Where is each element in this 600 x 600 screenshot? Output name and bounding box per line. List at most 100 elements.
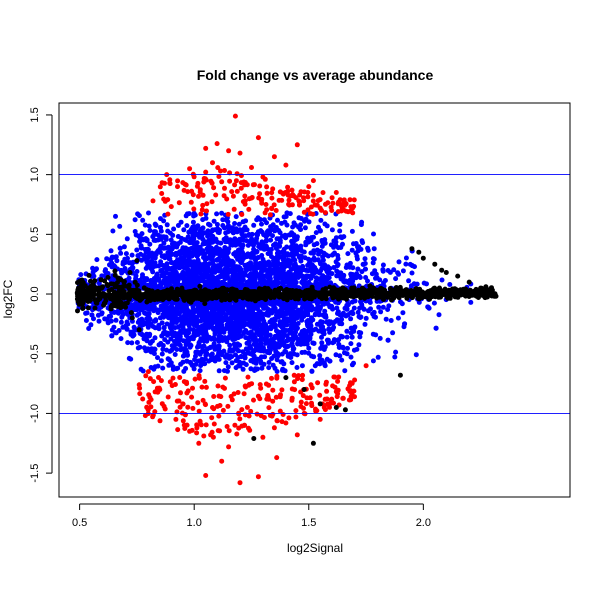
scatter-point-mid	[192, 212, 198, 218]
scatter-point-mid	[226, 246, 232, 252]
scatter-point-mid	[403, 255, 409, 261]
scatter-point-upregulated	[329, 195, 335, 201]
scatter-point-mid	[363, 315, 369, 321]
scatter-point-mid	[169, 266, 175, 272]
scatter-point-mid	[259, 253, 265, 258]
scatter-point-mid	[272, 280, 277, 286]
scatter-point-mid	[277, 319, 283, 325]
scatter-point-mid	[318, 217, 324, 223]
scatter-point-mid	[145, 333, 150, 339]
scatter-point-mid	[187, 279, 192, 285]
scatter-point-downregulated	[267, 413, 273, 418]
scatter-point-upregulated	[312, 202, 318, 208]
scatter-point-downregulated	[236, 425, 242, 431]
scatter-point-mid	[331, 265, 337, 270]
scatter-point-mid	[270, 233, 275, 239]
scatter-point-upregulated	[310, 192, 316, 198]
scatter-point-mid	[175, 223, 181, 228]
scatter-point-upregulated	[308, 204, 314, 210]
scatter-point-mid	[275, 266, 280, 272]
scatter-point-mid	[282, 305, 288, 311]
scatter-point-upregulated	[231, 206, 237, 212]
scatter-point-mid	[385, 337, 391, 343]
scatter-point-mid	[142, 222, 148, 228]
scatter-point-mid	[395, 270, 401, 276]
scatter-point-mid	[212, 346, 218, 352]
scatter-point-mid	[348, 354, 354, 360]
scatter-point-upregulated	[209, 199, 215, 205]
scatter-point-mid	[133, 273, 139, 279]
scatter-point-mid	[200, 236, 206, 242]
scatter-point-mid	[156, 263, 162, 269]
scatter-point-mid	[259, 354, 264, 360]
scatter-point-mid	[131, 306, 137, 311]
scatter-point-mid	[146, 251, 152, 257]
scatter-point-mid	[371, 246, 377, 252]
scatter-point-mid	[195, 358, 201, 364]
scatter-point-mid	[227, 348, 233, 354]
scatter-point-downregulated	[228, 394, 234, 399]
scatter-point-mid	[288, 246, 294, 252]
scatter-point-upregulated	[273, 208, 279, 213]
scatter-point-mid	[240, 270, 246, 276]
scatter-point-mid	[266, 344, 272, 350]
scatter-point-mid	[158, 259, 164, 265]
scatter-point-mid	[348, 325, 354, 331]
scatter-point-mid	[197, 303, 203, 309]
scatter-point-mid	[143, 348, 149, 354]
scatter-point-mid	[224, 257, 230, 263]
scatter-point-mid	[269, 356, 275, 361]
scatter-point-mid	[219, 249, 225, 255]
scatter-point-downregulated	[270, 398, 276, 404]
scatter-point-mid	[207, 345, 213, 351]
scatter-point-mid	[258, 341, 264, 346]
scatter-point-mid	[105, 319, 111, 325]
scatter-point-mid	[255, 311, 261, 317]
scatter-point-mid	[278, 342, 283, 348]
scatter-point-downregulated	[309, 400, 314, 406]
scatter-point-upregulated	[267, 212, 273, 218]
scatter-point-mid	[153, 229, 158, 235]
scatter-point-upregulated	[298, 189, 304, 195]
scatter-point-upregulated	[301, 209, 307, 215]
scatter-point-mid	[323, 314, 329, 320]
scatter-point-mid	[243, 346, 249, 352]
scatter-point-mid	[327, 358, 333, 364]
scatter-point-core	[115, 280, 120, 285]
scatter-point-mid	[273, 349, 279, 354]
scatter-point-mid	[302, 349, 308, 355]
scatter-point-mid	[282, 368, 288, 374]
scatter-point-downregulated	[277, 408, 283, 414]
scatter-point-upregulated	[227, 178, 233, 184]
scatter-point-mid	[322, 240, 328, 246]
scatter-point-mid	[158, 225, 163, 230]
scatter-point-mid	[214, 257, 220, 263]
scatter-point-downregulated	[309, 385, 315, 391]
scatter-point-mid	[184, 271, 190, 277]
scatter-point-downregulated	[322, 407, 328, 413]
scatter-point-mid	[265, 279, 271, 285]
scatter-point-mid	[345, 345, 350, 351]
scatter-point-upregulated	[262, 210, 268, 216]
scatter-point-mid	[212, 269, 218, 275]
scatter-point-mid	[123, 268, 129, 274]
scatter-point-mid	[295, 325, 300, 331]
scatter-point-mid	[406, 278, 412, 284]
scatter-point-downregulated	[145, 407, 151, 413]
scatter-point-upregulated	[330, 200, 336, 206]
scatter-point-mid	[158, 216, 163, 222]
scatter-point-mid	[400, 268, 406, 274]
scatter-point-mid	[267, 271, 273, 277]
scatter-point-mid	[393, 276, 399, 282]
scatter-point-mid	[312, 363, 318, 369]
scatter-point-mid	[289, 276, 295, 282]
scatter-point-mid	[371, 231, 376, 237]
scatter-point-upregulated	[351, 197, 357, 203]
scatter-point-upregulated	[239, 212, 245, 217]
scatter-point-mid	[194, 244, 200, 250]
scatter-point-mid	[353, 250, 359, 256]
scatter-point-mid	[148, 306, 153, 312]
scatter-point-mid	[335, 309, 341, 315]
scatter-point-mid	[190, 232, 196, 238]
